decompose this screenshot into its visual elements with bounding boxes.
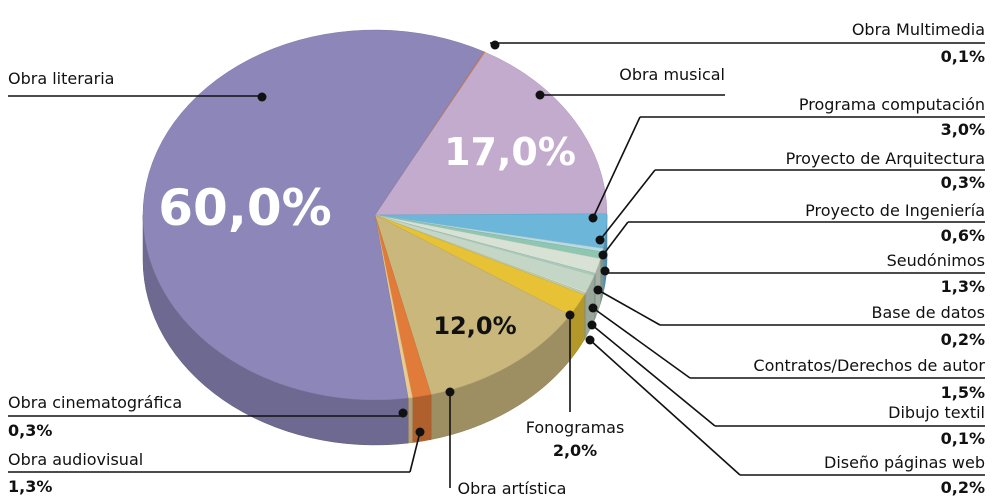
value-label: 12,0% xyxy=(433,312,516,340)
slice-label: Obra cinematográfica xyxy=(8,393,182,412)
leader-dot xyxy=(588,213,598,223)
slice-label: Dibujo textil xyxy=(888,403,985,422)
leader-line xyxy=(592,116,641,219)
leader-dot xyxy=(587,320,597,330)
leader-dot xyxy=(257,92,267,102)
value-label: 3,0% xyxy=(941,120,985,139)
value-label: 0,2% xyxy=(941,330,985,349)
value-label: 17,0% xyxy=(444,130,576,174)
slice-label: Contratos/Derechos de autor xyxy=(753,356,985,375)
leader-line xyxy=(592,307,691,379)
value-label: 1,3% xyxy=(8,477,52,496)
slice-label: Seudónimos xyxy=(887,251,985,270)
leader-dot xyxy=(593,285,603,295)
slice xyxy=(374,51,608,216)
leader-dot xyxy=(595,235,605,245)
value-label: 0,2% xyxy=(941,478,985,497)
leader-dot xyxy=(598,250,608,260)
slice-label: Proyecto de Ingeniería xyxy=(805,201,985,220)
slice-side xyxy=(407,397,413,444)
leader-line xyxy=(589,339,741,476)
leader-line xyxy=(409,431,421,473)
leader-dot xyxy=(565,310,575,320)
value-label: 1,5% xyxy=(941,383,985,402)
leader-line xyxy=(591,324,716,427)
leader-dot xyxy=(398,408,408,418)
leader-dot xyxy=(490,40,500,50)
leader-line xyxy=(602,221,629,256)
value-label: 0,3% xyxy=(8,421,52,440)
slice-label: Obra Multimedia xyxy=(852,20,985,39)
slice xyxy=(142,29,485,401)
slice xyxy=(374,214,571,395)
leader-dot xyxy=(600,266,610,276)
leader-dot xyxy=(588,303,598,313)
slice-label: Obra musical xyxy=(619,65,725,84)
slice-label: Programa computación xyxy=(799,95,985,114)
slice-label: Obra literaria xyxy=(8,69,114,88)
pie-tops xyxy=(142,29,608,401)
slice-side xyxy=(600,251,603,304)
leader-dot xyxy=(445,387,455,397)
slice-label: Base de datos xyxy=(872,303,986,322)
slice-label: Obra artística xyxy=(458,479,567,498)
leader-dot xyxy=(415,427,425,437)
value-label: 0,3% xyxy=(941,173,985,192)
slice-label: Obra audiovisual xyxy=(8,450,143,469)
leader-dot xyxy=(585,335,595,345)
value-label: 0,1% xyxy=(941,429,985,448)
value-label: 60,0% xyxy=(158,179,331,237)
leader-line xyxy=(597,289,661,326)
value-label: 0,6% xyxy=(941,226,985,245)
leader-dot xyxy=(535,90,545,100)
leader-line xyxy=(599,169,656,241)
slice-label: Diseño páginas web xyxy=(824,453,985,472)
value-label: 2,0% xyxy=(553,441,597,460)
slice-label: Fonogramas xyxy=(526,418,625,437)
value-label: 1,3% xyxy=(941,277,985,296)
slice-label: Proyecto de Arquitectura xyxy=(786,149,985,168)
value-label: 0,1% xyxy=(941,47,985,66)
